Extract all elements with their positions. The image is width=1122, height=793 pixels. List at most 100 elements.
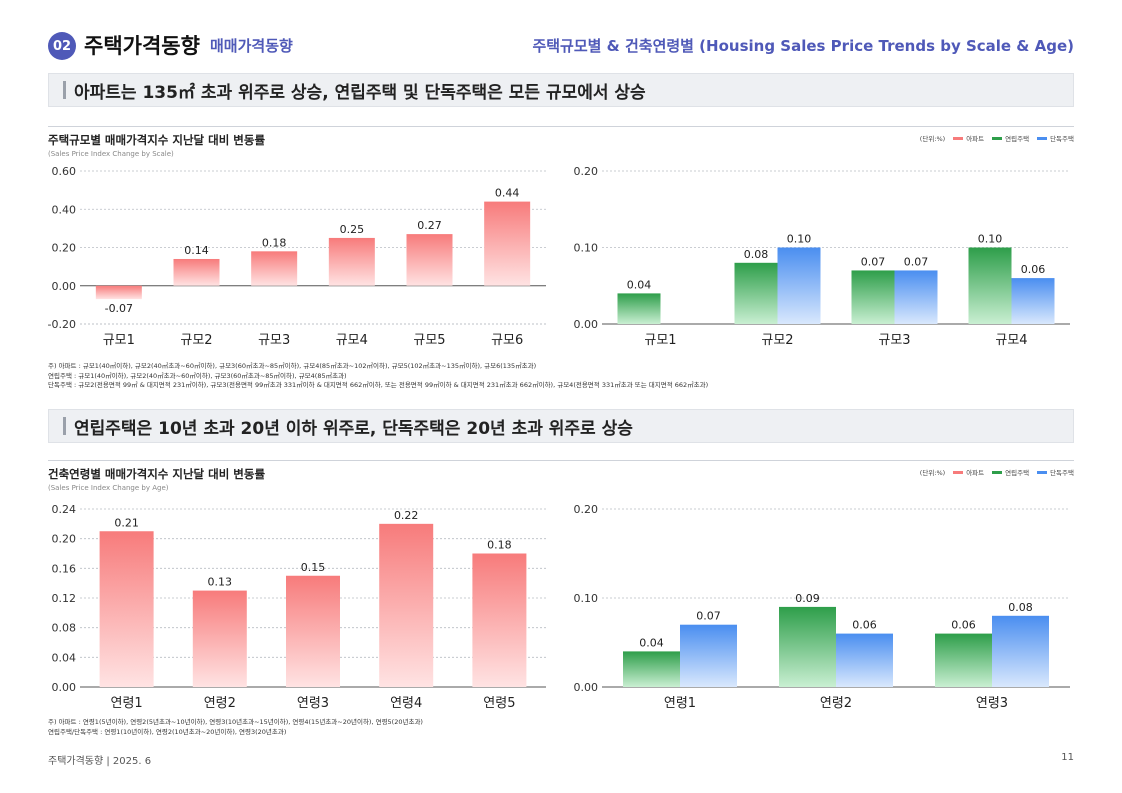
- data-label: 0.06: [951, 619, 976, 632]
- banner-accent-bar: [63, 417, 66, 435]
- data-label: 0.08: [744, 248, 769, 261]
- x-tick-label: 연령3: [297, 696, 329, 711]
- bar-apartment-규모2: [173, 258, 220, 286]
- data-label: 0.07: [696, 610, 721, 623]
- bar-rowhouse-규모2: [734, 262, 778, 324]
- section2-chart-subtitle: (Sales Price Index Change by Age): [48, 484, 169, 492]
- data-label: 0.22: [394, 509, 419, 522]
- x-tick-label: 연령1: [110, 696, 142, 711]
- data-label: 0.25: [340, 223, 365, 236]
- x-tick-label: 규모2: [180, 333, 212, 348]
- section1-notes: 주) 아파트 : 규모1(40㎡이하), 규모2(40㎡초과~60㎡이하), 규…: [48, 362, 708, 391]
- y-tick-label: 0.60: [52, 165, 77, 178]
- bar-apartment-규모3: [251, 251, 298, 286]
- bar-apartment-연령2: [192, 590, 247, 687]
- bar-rowhouse-규모1: [617, 293, 661, 324]
- note-line: 연립주택 : 규모1(40㎡이하), 규모2(40㎡초과~60㎡이하), 규모3…: [48, 371, 347, 380]
- data-label: 0.13: [208, 576, 233, 589]
- data-label: 0.10: [978, 233, 1003, 246]
- bar-apartment-규모5: [406, 234, 453, 286]
- bar-rowhouse-연령1: [623, 651, 680, 687]
- section2-notes: 주) 아파트 : 연령1(5년이하), 연령2(5년초과~10년이하), 연령3…: [48, 718, 423, 737]
- section-number-badge: 02: [48, 32, 76, 60]
- bar-detached-연령1: [680, 624, 737, 687]
- y-tick-label: 0.16: [52, 562, 77, 575]
- legend-unit: (단위:%): [919, 469, 946, 477]
- x-tick-label: 규모4: [995, 333, 1027, 348]
- age-rowhouse-detached-chart: 0.00 0.10 0.20 0.04 0.09 0.06 0.07 0.06 0.08 연령1 연…: [574, 503, 1070, 711]
- note-line: 연립주택/단독주택 : 연령1(10년이하), 연령2(10년초과~20년이하)…: [48, 727, 287, 736]
- x-tick-label: 연령5: [483, 696, 515, 711]
- y-tick-label: 0.00: [574, 318, 599, 331]
- legend-item-apartment: 아파트: [953, 467, 984, 477]
- age-apartment-chart: 0.00 0.04 0.08 0.12 0.16 0.20 0.24 0.21 0.13 0.15…: [52, 503, 546, 711]
- bar-detached-규모4: [1011, 278, 1055, 324]
- data-label: 0.09: [795, 592, 820, 605]
- legend-item-rowhouse: 연립주택: [992, 467, 1029, 477]
- section1-legend: (단위:%) 아파트 연립주택 단독주택: [920, 133, 1074, 143]
- y-tick-label: 0.08: [52, 622, 77, 635]
- data-label: 0.07: [904, 255, 929, 268]
- section2-legend: (단위:%) 아파트 연립주택 단독주택: [920, 467, 1074, 477]
- bar-apartment-연령5: [472, 553, 527, 687]
- data-label: 0.14: [184, 244, 209, 257]
- data-label: -0.07: [105, 302, 133, 315]
- legend-unit: (단위:%): [919, 135, 946, 143]
- page-title: 주택가격동향: [84, 34, 200, 58]
- data-label: 0.15: [301, 561, 326, 574]
- data-label: 0.44: [495, 187, 519, 200]
- y-tick-label: 0.10: [574, 242, 599, 255]
- data-label: 0.10: [787, 233, 812, 246]
- bar-rowhouse-연령2: [779, 606, 836, 687]
- legend-item-detached: 단독주택: [1037, 467, 1074, 477]
- data-label: 0.08: [1008, 601, 1033, 614]
- section1-banner-text: 아파트는 135㎡ 초과 위주로 상승, 연립주택 및 단독주택은 모든 규모에…: [74, 82, 646, 103]
- bar-apartment-연령4: [379, 523, 434, 687]
- data-label: 0.04: [627, 278, 652, 291]
- x-tick-label: 규모2: [761, 333, 793, 348]
- bar-apartment-규모4: [328, 237, 375, 286]
- page-subtitle: 매매가격동향: [210, 37, 293, 55]
- section2-banner: 연립주택은 10년 초과 20년 이하 위주로, 단독주택은 20년 초과 위주…: [48, 409, 1074, 443]
- x-tick-label: 규모1: [103, 333, 135, 348]
- scale-apartment-chart: -0.20 0.00 0.20 0.40 0.60 -0.07 0.14 0.18 0.25 0.…: [48, 165, 546, 348]
- data-label: 0.18: [262, 236, 287, 249]
- data-label: 0.04: [639, 636, 664, 649]
- bar-apartment-규모1: [95, 285, 142, 300]
- y-tick-label: -0.20: [48, 318, 76, 331]
- data-label: 0.18: [487, 539, 512, 552]
- x-tick-label: 규모4: [336, 333, 368, 348]
- scale-rowhouse-detached-chart: 0.00 0.10 0.20 0.04 0.08 0.07 0.10 0.10 0.07 0.06…: [574, 165, 1070, 348]
- page-right-title: 주택규모별 & 건축연령별 (Housing Sales Price Trend…: [532, 37, 1074, 55]
- x-tick-label: 연령4: [390, 696, 422, 711]
- section1-rule: [48, 126, 1074, 127]
- y-tick-label: 0.20: [574, 165, 599, 178]
- bar-rowhouse-규모4: [968, 247, 1012, 324]
- section2-chart-title: 건축연령별 매매가격지수 지난달 대비 변동률: [48, 467, 266, 481]
- legend-item-apartment: 아파트: [953, 133, 984, 143]
- data-label: 0.06: [852, 619, 877, 632]
- bar-detached-규모2: [777, 247, 821, 324]
- bar-detached-규모3: [894, 270, 938, 324]
- section1-banner: 아파트는 135㎡ 초과 위주로 상승, 연립주택 및 단독주택은 모든 규모에…: [48, 73, 1074, 107]
- legend-item-detached: 단독주택: [1037, 133, 1074, 143]
- note-line: 주) 아파트 : 연령1(5년이하), 연령2(5년초과~10년이하), 연령3…: [48, 718, 423, 726]
- x-tick-label: 규모3: [258, 333, 290, 348]
- y-tick-label: 0.04: [52, 651, 77, 664]
- x-tick-label: 규모1: [644, 333, 676, 348]
- x-tick-label: 규모6: [491, 333, 523, 348]
- y-tick-label: 0.00: [574, 681, 599, 694]
- bar-rowhouse-규모3: [851, 270, 895, 324]
- x-tick-label: 규모3: [878, 333, 910, 348]
- data-label: 0.06: [1021, 263, 1046, 276]
- banner-accent-bar: [63, 81, 66, 99]
- bar-detached-연령3: [992, 615, 1049, 687]
- page-number: 11: [1061, 752, 1074, 763]
- x-tick-label: 연령2: [204, 696, 236, 711]
- footer-text: 주택가격동향 | 2025. 6: [48, 756, 152, 767]
- data-label: 0.27: [417, 219, 442, 232]
- legend-item-rowhouse: 연립주택: [992, 133, 1029, 143]
- y-tick-label: 0.12: [52, 592, 77, 605]
- data-label: 0.07: [861, 255, 886, 268]
- y-tick-label: 0.20: [52, 242, 77, 255]
